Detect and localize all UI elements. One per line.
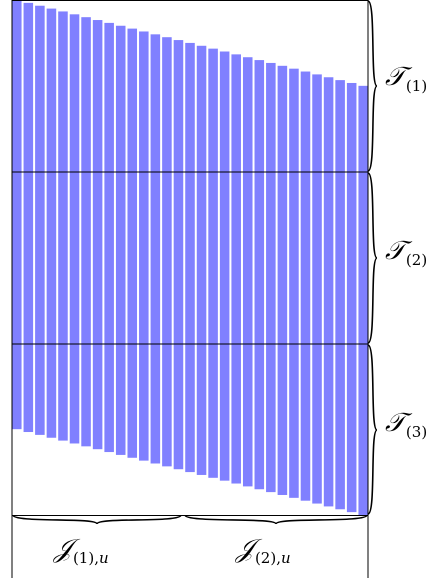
row-brace-3 <box>367 344 378 515</box>
staircase-bar-25 <box>289 68 299 498</box>
row-brace-2 <box>367 172 378 344</box>
staircase-bar-20 <box>231 54 241 484</box>
staircase-bar-11 <box>127 28 138 458</box>
row-brace-1 <box>367 0 378 172</box>
row-label-t3: 𝒯(3) <box>385 408 428 441</box>
staircase-bar-7 <box>81 17 91 447</box>
staircase-bar-24 <box>277 65 288 495</box>
braces <box>12 0 378 525</box>
staircase-bar-4 <box>46 8 57 438</box>
staircase-bar-5 <box>58 11 68 441</box>
staircase-bar-19 <box>219 51 230 481</box>
column-brace-1 <box>12 514 182 525</box>
column-label-j2: 𝒥(2),u <box>236 534 291 567</box>
staircase-bar-14 <box>162 37 172 467</box>
staircase-bar-12 <box>139 31 149 461</box>
staircase-bar-15 <box>173 40 184 470</box>
staircase-bar-21 <box>242 57 253 487</box>
staircase-bar-6 <box>69 14 80 444</box>
staircase-bar-26 <box>300 71 311 501</box>
staircase-bar-16 <box>185 42 195 473</box>
staircase-bar-28 <box>323 77 334 507</box>
staircase-bar-1 <box>12 0 22 430</box>
block-grid <box>11 0 369 578</box>
staircase-bar-8 <box>92 20 103 450</box>
staircase-bar-3 <box>35 5 45 435</box>
staircase-bar-18 <box>208 48 218 478</box>
staircase-bar-29 <box>335 80 345 510</box>
column-label-j1: 𝒥(1),u <box>54 534 109 567</box>
staircase-bar-13 <box>150 34 161 464</box>
staircase-bar-23 <box>266 62 276 493</box>
row-label-t2: 𝒯(2) <box>385 236 428 269</box>
outer-frame <box>11 0 369 516</box>
column-brace-2 <box>184 514 368 525</box>
staircase-bar-9 <box>104 22 114 453</box>
staircase-bar-30 <box>346 82 357 513</box>
row-label-t1: 𝒯(1) <box>385 62 428 95</box>
staircase-bar-2 <box>23 2 34 433</box>
staircase-bars <box>12 0 368 515</box>
staircase-bar-10 <box>115 25 126 455</box>
staircase-bar-31 <box>358 85 368 515</box>
staircase-bar-22 <box>254 60 265 490</box>
staircase-bar-17 <box>196 45 207 475</box>
staircase-bar-27 <box>312 74 322 504</box>
